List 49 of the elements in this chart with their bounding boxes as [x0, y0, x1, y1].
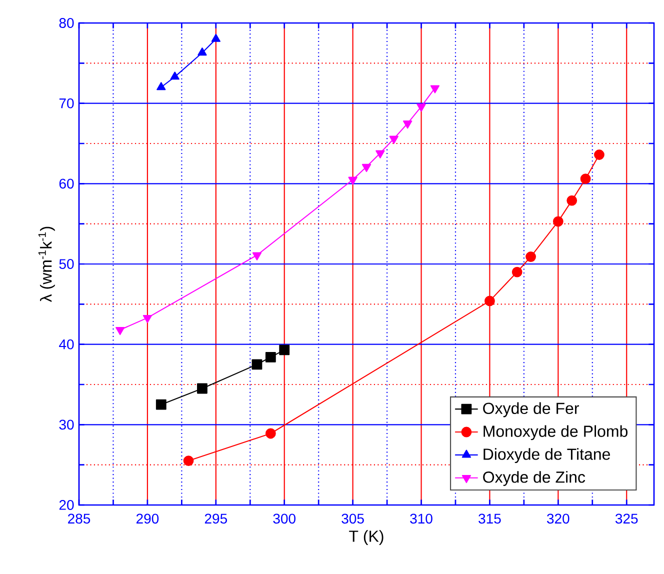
point: [594, 150, 604, 160]
point: [416, 104, 426, 112]
point: [252, 359, 262, 370]
x-tick-label: 325: [615, 514, 638, 524]
x-tick-label: 295: [204, 514, 227, 524]
x-tick-label: 315: [478, 514, 501, 524]
point: [484, 296, 495, 306]
point: [526, 252, 536, 262]
y-tick-label: 60: [59, 178, 74, 189]
point: [566, 195, 578, 206]
point: [512, 266, 522, 278]
y-tick-label: 50: [59, 259, 74, 269]
legend-label: Oxyde de Fer: [483, 402, 579, 418]
point: [156, 82, 166, 90]
point: [116, 326, 125, 336]
y-tick-label: 80: [59, 18, 74, 28]
point: [156, 399, 166, 410]
x-axis-title: T (K): [349, 530, 384, 545]
point: [389, 136, 398, 144]
x-tick-label: 290: [136, 514, 159, 524]
point: [348, 176, 358, 185]
x-tick-label: 310: [410, 514, 432, 524]
point: [183, 456, 194, 466]
point: [198, 48, 207, 56]
y-tick-label: 20: [59, 500, 74, 510]
point: [362, 164, 372, 172]
x-tick-label: 300: [273, 514, 296, 524]
point: [279, 344, 290, 356]
y-tick-label: 40: [59, 339, 74, 350]
y-axis-title: λ (wm$^{-1}$k$^{-1}$): [38, 226, 55, 302]
point: [580, 174, 591, 184]
x-tick-label: 305: [342, 514, 364, 524]
point: [265, 428, 276, 439]
legend-label: Monoxyde de Plomb: [484, 425, 628, 440]
point: [402, 120, 412, 129]
legend-label: Dioxyde de Titane: [484, 448, 610, 464]
point: [552, 216, 564, 227]
point: [142, 314, 152, 324]
legend-label: Oxyde de Zinc: [483, 471, 586, 486]
x-tick-label: 285: [68, 514, 90, 524]
point: [430, 85, 440, 94]
point: [265, 352, 276, 362]
y-tick-label: 70: [59, 98, 74, 108]
x-tick-label: 320: [547, 514, 570, 524]
point: [197, 383, 208, 394]
y-tick-label: 30: [59, 420, 74, 430]
point: [170, 72, 180, 80]
point: [252, 252, 262, 260]
point: [376, 150, 385, 158]
